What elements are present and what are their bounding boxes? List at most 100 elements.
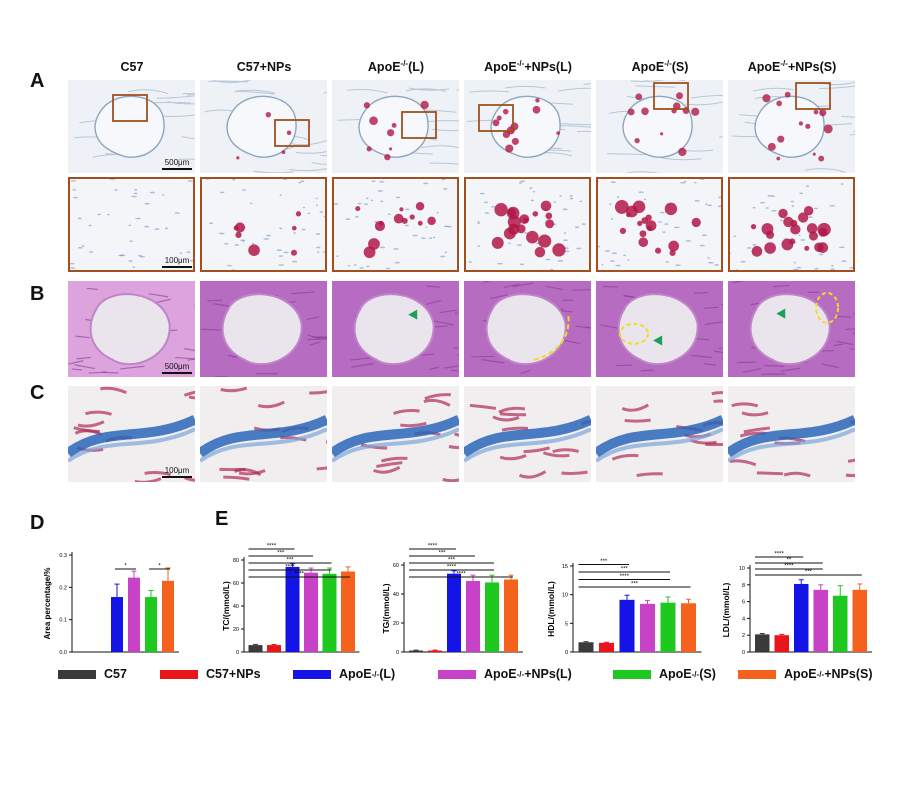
y-tick-label: 0 — [742, 650, 745, 656]
micrograph-masson-stain — [464, 386, 591, 482]
bar — [447, 573, 461, 652]
micrograph-oil-red-overview — [332, 80, 459, 173]
significance-label: **** — [285, 565, 295, 571]
bar — [504, 579, 518, 652]
column-header-apoe-s: ApoE-/-(S) — [631, 59, 689, 75]
bar — [111, 597, 123, 652]
micrograph-masson-stain — [68, 386, 195, 482]
y-tick-label: 10 — [562, 593, 568, 599]
bar — [162, 580, 174, 652]
bar — [145, 597, 157, 652]
y-tick-label: 20 — [393, 621, 399, 627]
bar — [341, 571, 355, 652]
bar — [409, 650, 423, 652]
micrograph-he-stain — [728, 281, 855, 377]
y-tick-label: 80 — [233, 558, 239, 564]
bar — [248, 645, 263, 652]
bar — [322, 573, 337, 652]
legend-item-apoe-nps-l: ApoE -/- +NPs(L) — [438, 666, 572, 682]
chart-area-percentage: Area percentage/% 0.0 0.1 0.2 0.3 * * — [43, 552, 179, 656]
legend-swatch — [58, 669, 96, 679]
bar — [619, 599, 635, 652]
column-header-apoe-nps-s: ApoE-/-+NPs(S) — [747, 59, 837, 75]
significance-label: * — [124, 564, 127, 570]
bar — [466, 580, 480, 652]
panel-label-b: B — [30, 283, 45, 305]
micrograph-oil-red-zoom — [728, 177, 855, 272]
column-header-apoe-l: ApoE-/-(L) — [367, 59, 425, 75]
y-tick-label: 0.2 — [59, 585, 67, 591]
y-tick-label: 8 — [742, 583, 745, 589]
micrograph-oil-red-overview — [464, 80, 591, 173]
legend-item-apoe-l: ApoE -/- (L) — [293, 666, 395, 682]
y-axis-label: Area percentage/% — [43, 567, 52, 639]
legend-swatch — [160, 669, 198, 679]
panel-label-e: E — [215, 508, 229, 530]
significance-label: *** — [621, 567, 629, 573]
micrograph-masson-stain — [200, 386, 327, 482]
legend-swatch — [738, 669, 776, 679]
significance-label: *** — [600, 559, 608, 565]
legend-item-apoe-s: ApoE -/- (S) — [613, 666, 716, 682]
significance-label: *** — [286, 558, 294, 564]
micrograph-oil-red-zoom — [332, 177, 459, 272]
y-tick-label: 0 — [565, 650, 568, 656]
micrograph-oil-red-zoom — [464, 177, 591, 272]
legend-item-apoe-nps-s: ApoE -/- +NPs(S) — [738, 666, 872, 682]
significance-label: *** — [631, 582, 639, 588]
y-tick-label: 6 — [742, 600, 745, 606]
significance-label: *** — [448, 558, 456, 564]
significance-label: *** — [277, 551, 285, 557]
significance-label: *** — [805, 570, 813, 576]
bar — [128, 577, 140, 652]
bar — [852, 589, 867, 652]
significance-label: ** — [787, 558, 792, 564]
micrograph-masson-stain — [728, 386, 855, 482]
scale-bar-row-a-top: 500μm — [162, 158, 192, 170]
column-header-apoe-nps-l: ApoE-/-+NPs(L) — [484, 59, 572, 75]
bar — [578, 642, 594, 652]
bar — [755, 634, 770, 652]
significance-label: *** — [438, 551, 446, 557]
micrograph-oil-red-overview — [68, 80, 195, 173]
bar — [640, 603, 655, 652]
y-tick-label: 0.0 — [59, 650, 67, 656]
bar — [285, 566, 300, 652]
bar — [660, 602, 676, 652]
significance-label: **** — [784, 564, 794, 570]
micrograph-oil-red-overview — [596, 80, 723, 173]
panel-label-c: C — [30, 382, 45, 404]
bar — [485, 582, 499, 652]
legend-swatch — [293, 669, 331, 679]
bar — [681, 603, 696, 652]
y-tick-label: 2 — [742, 633, 745, 639]
significance-label: **** — [774, 552, 784, 558]
y-axis-label: HDL/(mmol/L) — [546, 581, 556, 637]
y-tick-label: 40 — [393, 592, 399, 598]
micrograph-he-stain — [596, 281, 723, 377]
y-axis-label: TC/(mmol/L) — [222, 581, 231, 631]
scale-bar-row-b: 500μm — [162, 362, 192, 374]
bar — [304, 572, 318, 652]
y-tick-label: 4 — [742, 616, 745, 622]
column-header-c57: C57 — [120, 60, 144, 75]
significance-label: **** — [428, 544, 438, 550]
y-axis-label: LDL/(mmol/L) — [721, 582, 731, 637]
legend-swatch — [438, 669, 476, 679]
legend-item-c57-nps: C57+NPs — [160, 666, 261, 682]
micrograph-he-stain — [200, 281, 327, 377]
y-tick-label: 5 — [565, 621, 568, 627]
y-tick-label: 20 — [233, 627, 239, 633]
micrograph-oil-red-overview — [200, 80, 327, 173]
scale-bar-row-c: 100μm — [162, 466, 192, 478]
y-tick-label: 0 — [236, 650, 239, 656]
micrograph-oil-red-zoom — [200, 177, 327, 272]
y-tick-label: 10 — [739, 566, 745, 572]
micrograph-masson-stain — [332, 386, 459, 482]
y-tick-label: 0 — [396, 650, 399, 656]
legend-swatch — [613, 669, 651, 679]
bar — [774, 635, 789, 652]
significance-label: **** — [620, 574, 630, 580]
